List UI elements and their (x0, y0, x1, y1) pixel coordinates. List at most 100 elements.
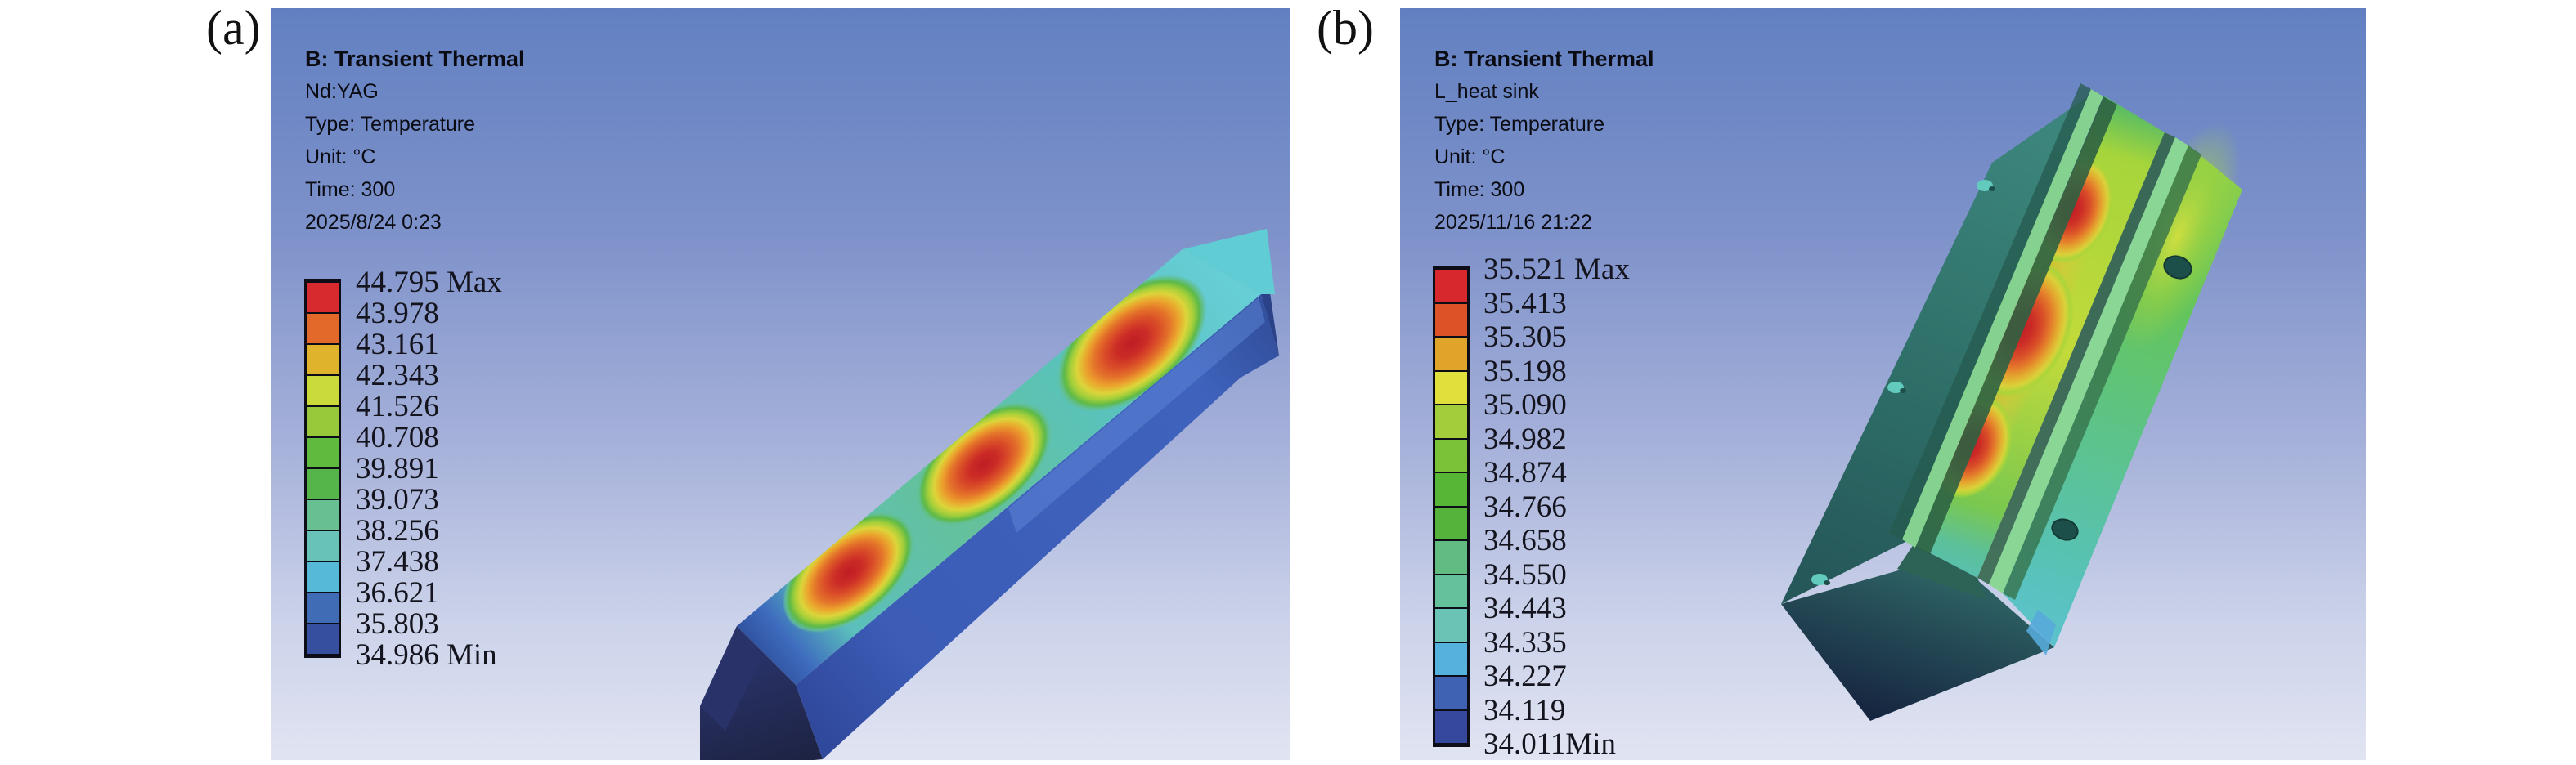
legend-value-label: 39.891 (356, 452, 439, 485)
legend-color-band (307, 531, 339, 561)
legend-value-label: 34.986 Min (356, 638, 497, 672)
crystal-right-edge-face (1261, 293, 1279, 356)
legend-value-label: 35.521 Max (1483, 253, 1630, 286)
result-body-name: Nd:YAG (305, 80, 379, 103)
legend-value-label: 43.161 (356, 328, 439, 361)
legend-color-band (307, 438, 339, 468)
color-legend-bar (304, 279, 341, 658)
legend-value-label: 36.621 (356, 576, 439, 610)
legend-color-band (307, 283, 339, 312)
legend-color-band (1435, 338, 1467, 370)
rail-cast-shadow (1889, 83, 2091, 539)
panel-b-model (1781, 83, 2242, 721)
result-timestamp: 2025/8/24 0:23 (305, 211, 442, 234)
legend-color-band (1435, 405, 1467, 438)
legend-value-label: 43.978 (356, 297, 439, 330)
legend-color-band (1435, 541, 1467, 574)
bolt-hole-icon (2163, 255, 2192, 280)
legend-value-label: 34.119 (1483, 693, 1566, 727)
right-rail-outer-shadow (2003, 145, 2201, 600)
panel-a-viewport: B: Transient Thermal Nd:YAG Type: Temper… (271, 8, 1290, 760)
bolt-hole-icon (2051, 518, 2079, 541)
legend-value-label: 34.011Min (1483, 727, 1617, 761)
legend-value-label: 34.443 (1483, 592, 1567, 625)
left-rail (1902, 89, 2103, 548)
legend-color-band (307, 624, 339, 654)
legend-value-label: 35.090 (1483, 388, 1567, 422)
side-hole-icon (1989, 186, 1995, 191)
heat-glow (2113, 123, 2241, 351)
side-hole-icon (1977, 180, 1993, 191)
bolt-holes (2051, 255, 2192, 541)
legend-value-label: 34.874 (1483, 456, 1567, 490)
crystal-front-highlight (1008, 298, 1265, 533)
legend-value-label: 38.256 (356, 514, 439, 548)
side-hole-icon (1811, 574, 1828, 585)
legend-color-band (307, 314, 339, 343)
legend-color-band (307, 562, 339, 592)
side-hole-icon (1824, 580, 1830, 585)
legend-color-band (1435, 270, 1467, 302)
legend-value-label: 34.766 (1483, 490, 1567, 524)
crystal-bar-model (700, 229, 1279, 760)
legend-value-label: 35.413 (1483, 286, 1567, 320)
legend-value-label: 34.335 (1483, 625, 1567, 660)
result-title: B: Transient Thermal (305, 47, 525, 71)
legend-color-band (1435, 439, 1467, 472)
result-type: Type: Temperature (1434, 113, 1604, 136)
legend-color-band (1435, 609, 1467, 642)
legend-value-label: 44.795 Max (356, 266, 502, 299)
legend-value-label: 34.227 (1483, 660, 1567, 693)
result-unit: Unit: °C (305, 145, 376, 168)
result-title: B: Transient Thermal (1434, 47, 1654, 71)
legend-value-label: 41.526 (356, 390, 439, 423)
heat-sink-model (1781, 83, 2242, 721)
legend-color-band (1435, 507, 1467, 539)
bottom-corner-cool-patch (2026, 610, 2056, 655)
side-hole-marks (1811, 180, 1995, 585)
legend-color-band (307, 345, 339, 374)
channel-end-step (1897, 544, 1987, 600)
crystal-end-chamfer (700, 626, 760, 731)
legend-color-band (1435, 473, 1467, 506)
legend-value-label: 39.073 (356, 483, 439, 517)
legend-value-label: 34.982 (1483, 422, 1567, 456)
legend-color-band (1435, 642, 1467, 675)
hot-spot (915, 401, 1052, 527)
legend-value-label: 35.803 (356, 607, 439, 641)
heat-sink-bottom-face (1781, 556, 2054, 721)
result-type: Type: Temperature (305, 113, 475, 136)
crystal-end-cap (1183, 229, 1275, 294)
legend-value-label: 34.658 (1483, 524, 1567, 557)
legend-value-label: 40.708 (356, 421, 439, 454)
legend-color-band (1435, 677, 1467, 709)
legend-color-band (307, 500, 339, 530)
subfigure-label-a: (a) (206, 1, 261, 55)
subfigure-label-b: (b) (1317, 1, 1374, 55)
legend-value-label: 37.438 (356, 545, 439, 579)
panel-a-model (700, 229, 1279, 760)
result-info-block: B: Transient Thermal L_heat sink Type: T… (1434, 42, 1654, 239)
legend-color-band (307, 593, 339, 623)
legend-value-label: 34.550 (1483, 557, 1567, 592)
result-timestamp: 2025/11/16 21:22 (1434, 211, 1592, 234)
legend-value-label: 42.343 (356, 359, 439, 392)
left-rail-shadow (1915, 96, 2117, 554)
result-time: Time: 300 (1434, 178, 1525, 201)
side-hole-icon (1900, 388, 1906, 393)
heat-sink-top-face (1781, 91, 2096, 604)
legend-value-label: 35.198 (1483, 354, 1567, 388)
legend-color-band (1435, 303, 1467, 336)
result-time: Time: 300 (305, 178, 396, 201)
side-hole-icon (1887, 382, 1904, 393)
legend-color-band (307, 376, 339, 405)
color-legend-bar (1433, 266, 1470, 747)
legend-color-band (1435, 371, 1467, 404)
right-rail (1989, 137, 2188, 593)
legend-color-band (307, 407, 339, 436)
result-info-block: B: Transient Thermal Nd:YAG Type: Temper… (305, 42, 525, 239)
legend-color-band (307, 469, 339, 499)
legend-color-band (1435, 710, 1467, 743)
result-body-name: L_heat sink (1434, 80, 1539, 103)
